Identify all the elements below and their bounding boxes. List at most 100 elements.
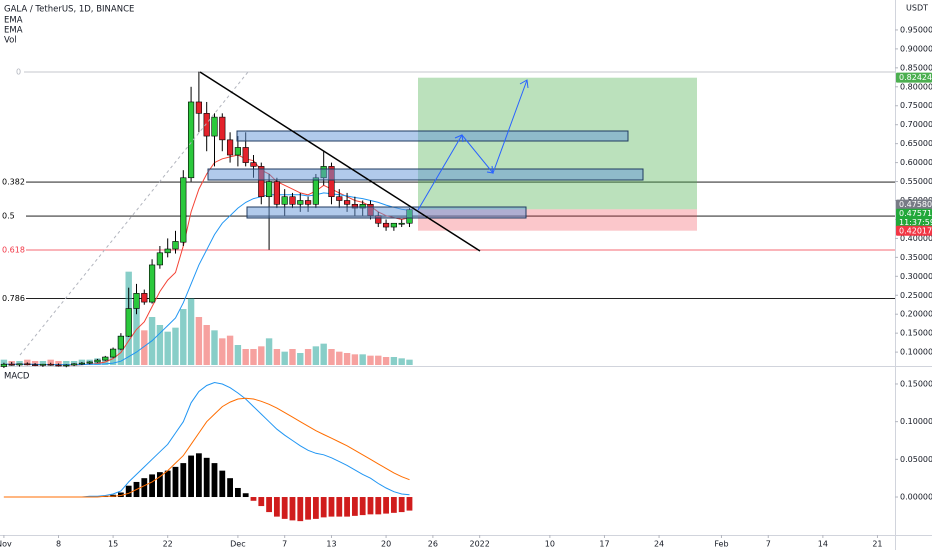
arrow-head [454,134,464,143]
volume-bar [281,351,288,365]
volume-bar [226,335,234,365]
fib-label: 0.786 [2,294,25,303]
countdown: 11:37:59 [899,218,932,227]
y-tick-label: 0.35000 [900,253,932,262]
candle-body [141,293,148,303]
volume-bar [273,349,281,365]
volume-bar [328,349,335,365]
x-tick-label: 22 [163,540,173,549]
candle-body [8,363,15,366]
arrow-head [486,165,494,174]
macd-histogram-bar [297,497,304,522]
macd-histogram-bar [250,497,257,501]
x-tick-label: 7 [766,540,771,549]
candle-body [156,252,163,266]
volume-bar [70,361,78,365]
y-tick-label: 0.55000 [900,177,932,186]
macd-histogram-bar [312,497,319,519]
trend-line[interactable] [199,71,481,252]
volume-bar [195,317,203,365]
y-tick-label: 0.10000 [900,348,932,357]
volume-bar [250,349,257,365]
candle-body [172,241,179,250]
candle-body [328,166,335,198]
volume-bar [375,355,382,365]
macd-histogram-bar [383,497,389,514]
volume-bar [102,357,109,365]
volume-bar [304,349,312,365]
macd-histogram-bar [117,492,124,498]
candle-body [31,364,39,366]
volume-bar [343,353,351,365]
price-tag [896,225,932,236]
candle-body [0,363,7,367]
candle-body [265,181,273,198]
y-tick-label: 0.70000 [900,120,932,129]
y-tick-label: 0.95000 [900,25,932,34]
currency-label: USDT [906,4,928,13]
macd-histogram-bar [351,497,358,516]
volume-bar [211,330,218,365]
indicator-label[interactable]: EMA [4,26,23,36]
candle-body [297,200,304,205]
price-tag-label: 0.42017 [899,226,932,235]
macd-histogram-bar [328,497,335,517]
indicator-label[interactable]: MACD [4,372,30,382]
candle-body [148,264,156,303]
x-tick-label: 7 [282,540,287,549]
volume-bar [265,338,273,365]
volume-bar [367,355,374,365]
macd-histogram-bar [375,497,382,515]
candle-body [258,166,265,198]
macd-histogram-bar [398,497,405,513]
volume-bar [297,353,304,365]
y-tick-label: 0.05000 [900,455,932,464]
candle-body [234,147,241,156]
candle-body [203,113,210,137]
zone-box[interactable] [236,130,629,142]
y-tick-label: 0.30000 [900,272,932,281]
candle-body [24,363,31,366]
volume-bar [172,327,179,365]
volume-bar [359,354,366,365]
zone-box[interactable] [246,206,527,219]
fib-trend-line[interactable] [19,71,249,356]
indicator-label[interactable]: Vol [4,36,17,46]
macd-histogram-bar [305,497,311,520]
candle-body [78,362,85,365]
volume-bar [336,351,343,365]
candle-body [125,308,132,337]
fib-label: 0.5 [2,212,15,221]
volume-bar [117,335,125,365]
zone-box[interactable] [207,168,644,181]
price-tag [896,199,932,210]
candle-body [250,162,257,167]
volume-bar [390,357,398,365]
y-tick-label: 0.10000 [900,417,932,426]
symbol-title[interactable]: GALA / TetherUS, 1D, BINANCE [4,5,134,15]
price-tag [896,72,932,83]
indicator-label[interactable]: EMA [4,16,23,26]
candle-body [390,222,397,228]
candle-body [226,139,234,156]
projection-arrow[interactable] [417,79,528,211]
volume-bar [55,361,62,365]
volume-bar [0,359,8,365]
macd-histogram-bar [149,474,155,498]
macd-histogram-bar [258,497,265,507]
candle-body [180,177,187,243]
macd-histogram-bar [203,457,210,498]
candle-body [55,364,62,367]
macd-histogram-bar [141,478,148,498]
long-target-zone[interactable] [418,77,697,210]
candle-body [86,361,93,364]
volume-bar [180,309,187,365]
volume-bar [258,346,265,365]
volume-bar [63,361,70,365]
macd-histogram-bar [359,497,366,516]
macd-histogram-bar [336,497,343,517]
macd-histogram-bar [156,472,163,498]
volume-bar [39,361,47,365]
